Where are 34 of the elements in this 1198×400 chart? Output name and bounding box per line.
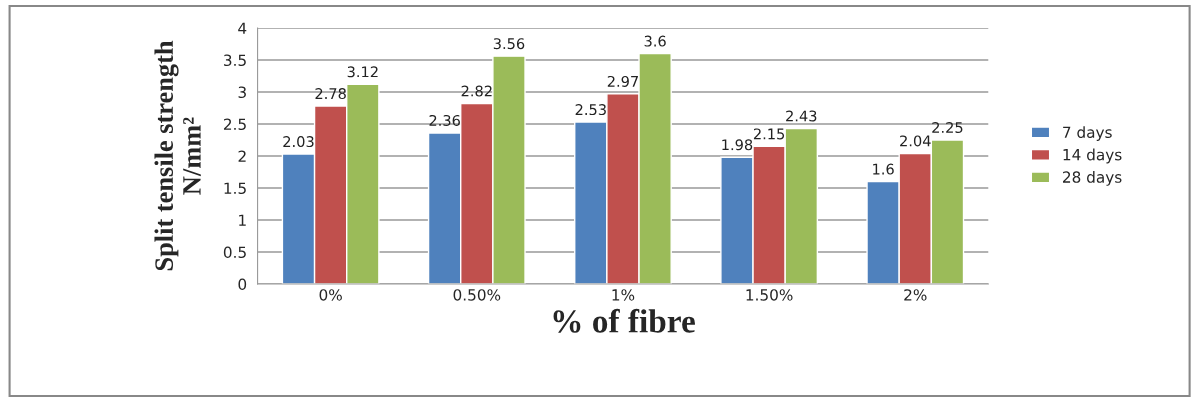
- y-tick-label: 1.5: [224, 182, 246, 195]
- x-tick-label: 0.50%: [453, 289, 501, 301]
- x-tick-label: 1%: [612, 289, 635, 301]
- legend-label: 14 days: [1063, 148, 1122, 164]
- data-label: 2.15: [753, 128, 785, 140]
- data-label: 2.97: [607, 75, 638, 87]
- data-label: 2.25: [932, 121, 963, 134]
- data-label: 2.04: [900, 135, 931, 147]
- data-label: 3.12: [347, 66, 378, 78]
- data-label: 1.6: [873, 163, 894, 175]
- y-axis-title: Split tensile strength N/mm²: [154, 40, 201, 271]
- y-tick-label: 2.5: [223, 118, 246, 131]
- data-label: 3.6: [644, 35, 666, 47]
- x-tick-label: 2%: [904, 289, 927, 301]
- y-tick-label: 4: [238, 22, 247, 34]
- data-label: 2.43: [786, 110, 817, 122]
- data-label: 2.82: [461, 85, 492, 97]
- y-tick-label: 3: [238, 86, 246, 99]
- y-tick-label: 0.5: [223, 246, 246, 259]
- data-label: 2.36: [429, 114, 460, 126]
- data-label: 2.78: [315, 88, 346, 100]
- legend-label: 7 days: [1063, 126, 1112, 141]
- x-axis-title: % of fibre: [553, 308, 695, 333]
- y-tick-label: 3.5: [224, 54, 246, 67]
- data-label: 2.03: [283, 136, 314, 148]
- x-tick-label: 0%: [319, 289, 342, 301]
- y-tick-label: 2: [238, 150, 246, 162]
- data-label: 2.53: [575, 104, 606, 116]
- y-tick-label: 0: [238, 278, 247, 291]
- data-label: 3.56: [493, 38, 525, 50]
- legend-label: 28 days: [1063, 171, 1122, 186]
- y-tick-label: 1: [239, 214, 246, 226]
- data-label: 1.98: [722, 139, 753, 151]
- x-tick-label: 1.50%: [746, 289, 793, 301]
